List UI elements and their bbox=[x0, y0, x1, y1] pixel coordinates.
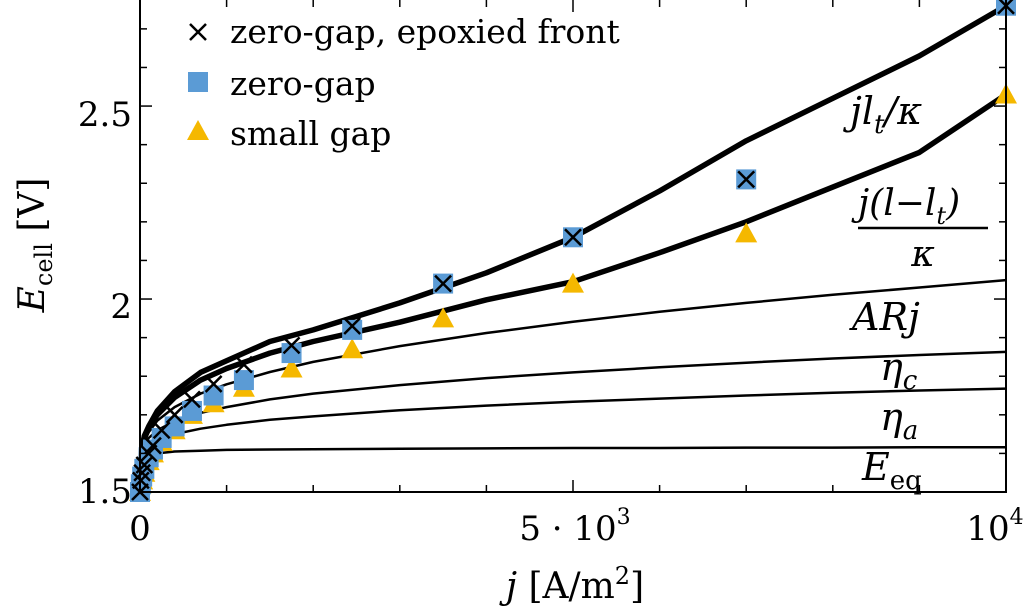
legend-symbol-triangle bbox=[187, 120, 209, 140]
data-markers bbox=[129, 0, 1017, 502]
marker-x-12 bbox=[343, 317, 362, 335]
legend-marker-triangle bbox=[187, 120, 209, 140]
annotation-frac-denominator: κ bbox=[910, 234, 935, 275]
legend-marker-x bbox=[189, 23, 207, 41]
marker-triangle-14 bbox=[562, 272, 584, 293]
marker-square-9 bbox=[203, 385, 224, 406]
marker-square-11 bbox=[281, 343, 302, 364]
marker-x-11 bbox=[282, 336, 301, 355]
y-tick-label-2: 2 bbox=[110, 287, 132, 327]
annotation-eta-c: ηc bbox=[880, 345, 918, 396]
marker-square-12 bbox=[342, 319, 363, 340]
x-axis-label: j [A/m2] bbox=[499, 562, 644, 607]
x-tick-label-0: 0 bbox=[129, 509, 151, 549]
marker-triangle-11 bbox=[280, 357, 303, 378]
x-tick-label-10000: 104 bbox=[966, 505, 1023, 549]
legend-label-zero-gap: zero-gap bbox=[230, 64, 376, 103]
marker-x-5 bbox=[144, 436, 162, 455]
marker-square-8 bbox=[181, 400, 202, 421]
marker-x-3 bbox=[135, 456, 154, 474]
axis-ticks bbox=[139, 0, 1007, 493]
y-tick-label-2.5: 2.5 bbox=[78, 95, 132, 135]
annotation-ARj: ARj bbox=[849, 295, 920, 339]
marker-triangle-13 bbox=[432, 307, 455, 328]
marker-x-15 bbox=[737, 170, 756, 189]
legend-marker-square bbox=[188, 72, 208, 92]
y-axis-label: Ecell [V] bbox=[12, 178, 58, 314]
annotation-jlt-kappa: jlt/κ bbox=[843, 89, 922, 140]
marker-x-10 bbox=[235, 355, 253, 374]
marker-x-14 bbox=[564, 228, 582, 247]
legend-label-small-gap: small gap bbox=[230, 114, 391, 153]
marker-x-6 bbox=[152, 421, 171, 440]
marker-x-8 bbox=[183, 390, 201, 409]
legend-label-zero-gap-epoxied: zero-gap, epoxied front bbox=[230, 12, 620, 51]
marker-x-9 bbox=[204, 375, 223, 393]
marker-x-7 bbox=[165, 405, 184, 424]
x-tick-label-5000: 5 · 103 bbox=[519, 505, 630, 549]
legend: zero-gap, epoxied front zero-gap small g… bbox=[187, 12, 620, 153]
curve-total-small-gap bbox=[137, 92, 1008, 493]
marker-square-7 bbox=[164, 416, 185, 437]
annotation-E-eq: Eeq bbox=[861, 445, 922, 496]
legend-symbol-square bbox=[188, 72, 208, 92]
marker-triangle-15 bbox=[735, 222, 758, 243]
marker-triangle-12 bbox=[341, 338, 364, 359]
curve-total-zero-gap bbox=[137, 3, 1008, 493]
marker-square-10 bbox=[233, 370, 254, 391]
marker-x-13 bbox=[434, 274, 452, 293]
annotation-frac-numerator: j(l−lt) bbox=[851, 183, 960, 230]
annotation-eta-a: ηa bbox=[880, 395, 918, 446]
y-tick-label-1.5: 1.5 bbox=[78, 472, 132, 512]
legend-symbol-x bbox=[189, 23, 207, 41]
